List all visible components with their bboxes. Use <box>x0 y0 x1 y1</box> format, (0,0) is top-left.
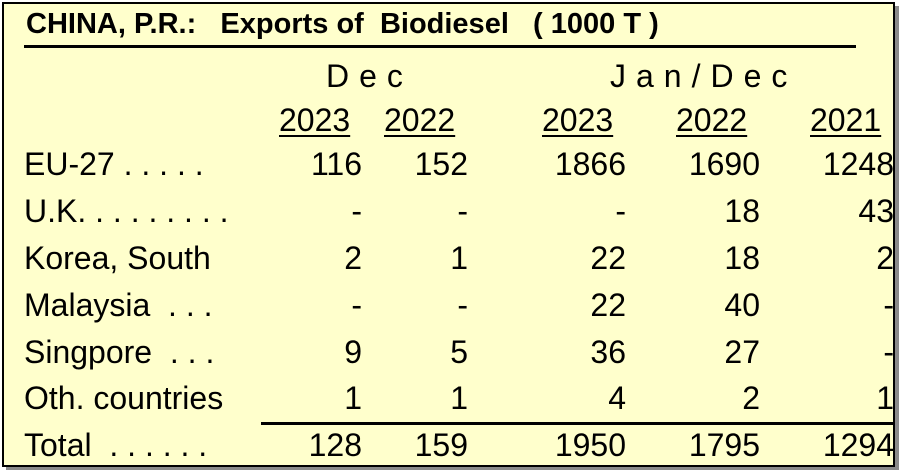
total-cell: 159 <box>414 427 468 463</box>
table-cell: - <box>457 193 468 229</box>
table-cell: 4 <box>608 380 626 416</box>
total-cell: 1294 <box>822 427 894 463</box>
year-header-jandec-2023: 2023 <box>542 102 614 138</box>
jan-dec-group-header: Jan/Dec <box>610 58 798 94</box>
table-cell: 27 <box>724 334 760 370</box>
table-cell: 1 <box>344 380 362 416</box>
table-cell: 1 <box>450 240 468 276</box>
table-cell: 2 <box>344 240 362 276</box>
row-label: Korea, South <box>24 240 211 276</box>
row-label: Singpore . . . <box>24 334 215 370</box>
table-cell: 2 <box>742 380 760 416</box>
table-cell: 40 <box>724 287 760 323</box>
table-cell: 22 <box>590 240 626 276</box>
table-cell: 36 <box>590 334 626 370</box>
year-header-jandec-2022: 2022 <box>676 102 748 138</box>
table-cell: 9 <box>344 334 362 370</box>
title-underline <box>24 45 856 48</box>
total-cell: 1950 <box>554 427 626 463</box>
table-cell: 1866 <box>554 146 626 182</box>
table-cell: - <box>883 287 894 323</box>
table-cell: 22 <box>590 287 626 323</box>
row-label: U.K. . . . . . . . . <box>24 193 229 229</box>
table-cell: 5 <box>450 334 468 370</box>
total-cell: 128 <box>308 427 362 463</box>
table-cell: 18 <box>724 193 760 229</box>
row-label: Oth. countries <box>24 380 224 416</box>
total-cell: 1795 <box>688 427 760 463</box>
table-cell: 43 <box>858 193 894 229</box>
total-label: Total . . . . . . <box>24 427 208 463</box>
row-label: EU-27 . . . . . <box>24 146 204 182</box>
table-cell: 116 <box>310 146 362 182</box>
table-cell: 152 <box>414 146 468 182</box>
table-cell: - <box>457 287 468 323</box>
table-cell: - <box>883 334 894 370</box>
table-cell: 2 <box>876 240 894 276</box>
total-divider <box>261 422 895 425</box>
table-cell: 18 <box>724 240 760 276</box>
year-header-dec-2023: 2023 <box>279 102 351 138</box>
table-cell: 1690 <box>688 146 760 182</box>
year-header-jandec-2021: 2021 <box>810 102 882 138</box>
table-cell: - <box>351 287 362 323</box>
year-header-dec-2022: 2022 <box>384 102 456 138</box>
row-label: Malaysia . . . <box>24 287 213 323</box>
table-cell: - <box>351 193 362 229</box>
table-cell: 1 <box>876 380 894 416</box>
table-cell: 1248 <box>822 146 894 182</box>
table-cell: - <box>615 193 626 229</box>
table-cell: 1 <box>450 380 468 416</box>
page-title: CHINA, P.R.: Exports of Biodiesel ( 1000… <box>26 8 659 40</box>
dec-group-header: Dec <box>326 58 413 94</box>
